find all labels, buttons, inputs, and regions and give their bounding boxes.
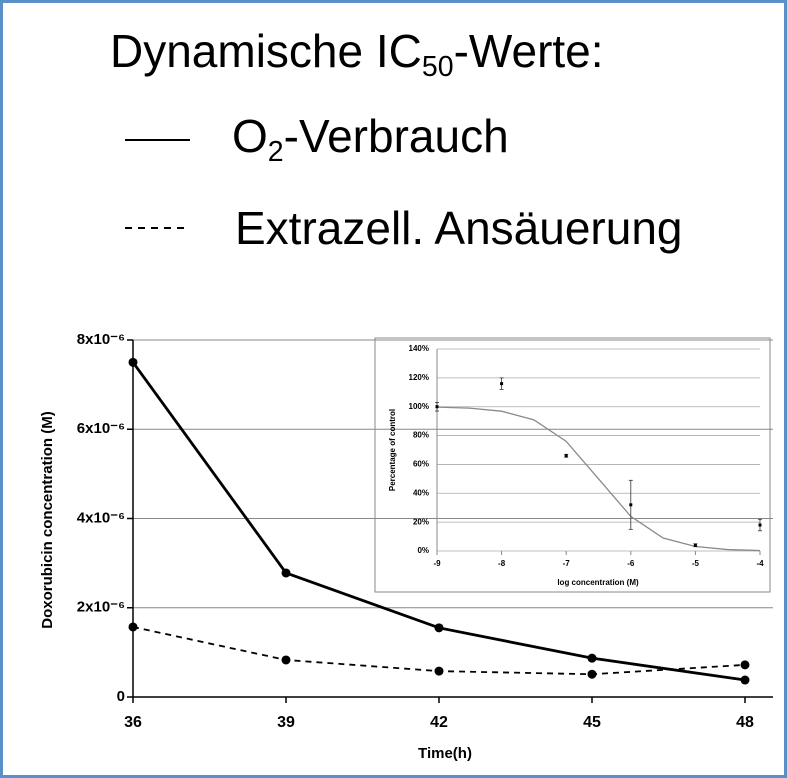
y-tick-label: 4x10⁻⁶ <box>77 509 125 526</box>
inset-point <box>629 503 633 507</box>
inset-point <box>500 382 504 386</box>
inset-y-tick-label: 60% <box>413 460 429 469</box>
data-point <box>740 675 750 685</box>
x-tick-label: 36 <box>124 714 142 731</box>
data-point <box>128 357 138 367</box>
inset-point <box>758 523 762 527</box>
inset-y-tick-label: 40% <box>413 488 429 497</box>
inset-x-tick-label: -7 <box>563 559 571 568</box>
y-tick-label: 6x10⁻⁶ <box>77 420 125 437</box>
data-point <box>434 666 444 676</box>
text-part: Dynamische IC <box>110 25 422 77</box>
inset-x-tick-label: -5 <box>692 559 700 568</box>
inset-point <box>435 405 439 409</box>
inset-y-tick-label: 100% <box>409 402 429 411</box>
text-part: Extrazell. Ansäuerung <box>235 202 683 254</box>
inset-point <box>693 543 697 547</box>
inset-x-tick-label: -4 <box>756 559 764 568</box>
x-tick-label: 39 <box>277 714 295 731</box>
inset-x-axis-label: log concentration (M) <box>557 578 639 587</box>
inset-x-tick-label: -9 <box>433 559 441 568</box>
inset-point <box>564 454 568 458</box>
data-point <box>740 660 750 670</box>
subscript: 2 <box>268 135 284 167</box>
data-point <box>587 653 597 663</box>
inset-y-tick-label: 140% <box>409 344 429 353</box>
data-point <box>434 623 444 633</box>
inset-x-tick-label: -6 <box>627 559 635 568</box>
inset-x-tick-label: -8 <box>498 559 506 568</box>
text-part: O <box>232 110 268 162</box>
rich-text: O2-Verbrauch <box>232 110 509 167</box>
y-tick-label: 0 <box>117 688 125 705</box>
inset-y-tick-label: 0% <box>417 546 429 555</box>
x-axis-label: Time(h) <box>418 745 472 762</box>
text-part: -Verbrauch <box>284 110 509 162</box>
subscript: 50 <box>422 50 454 82</box>
y-tick-label: 8x10⁻⁶ <box>77 331 125 348</box>
x-tick-label: 48 <box>736 714 754 731</box>
rich-text: Dynamische IC50-Werte: <box>110 25 604 82</box>
data-point <box>281 568 291 578</box>
inset-y-tick-label: 80% <box>413 431 429 440</box>
data-point <box>128 622 138 632</box>
fit-curve <box>436 406 761 552</box>
inset-frame <box>374 337 771 593</box>
inset-y-tick-label: 20% <box>413 517 429 526</box>
y-axis-label: Doxorubicin concentration (M) <box>39 411 56 629</box>
inset-y-axis-label: Percentage of control <box>388 409 397 491</box>
data-point <box>281 655 291 665</box>
rich-text: Extrazell. Ansäuerung <box>235 202 683 254</box>
text-part: -Werte: <box>454 25 604 77</box>
x-tick-label: 42 <box>430 714 448 731</box>
data-point <box>587 669 597 679</box>
x-tick-label: 45 <box>583 714 601 731</box>
inset-y-tick-label: 120% <box>409 373 429 382</box>
y-tick-label: 2x10⁻⁶ <box>77 599 125 616</box>
